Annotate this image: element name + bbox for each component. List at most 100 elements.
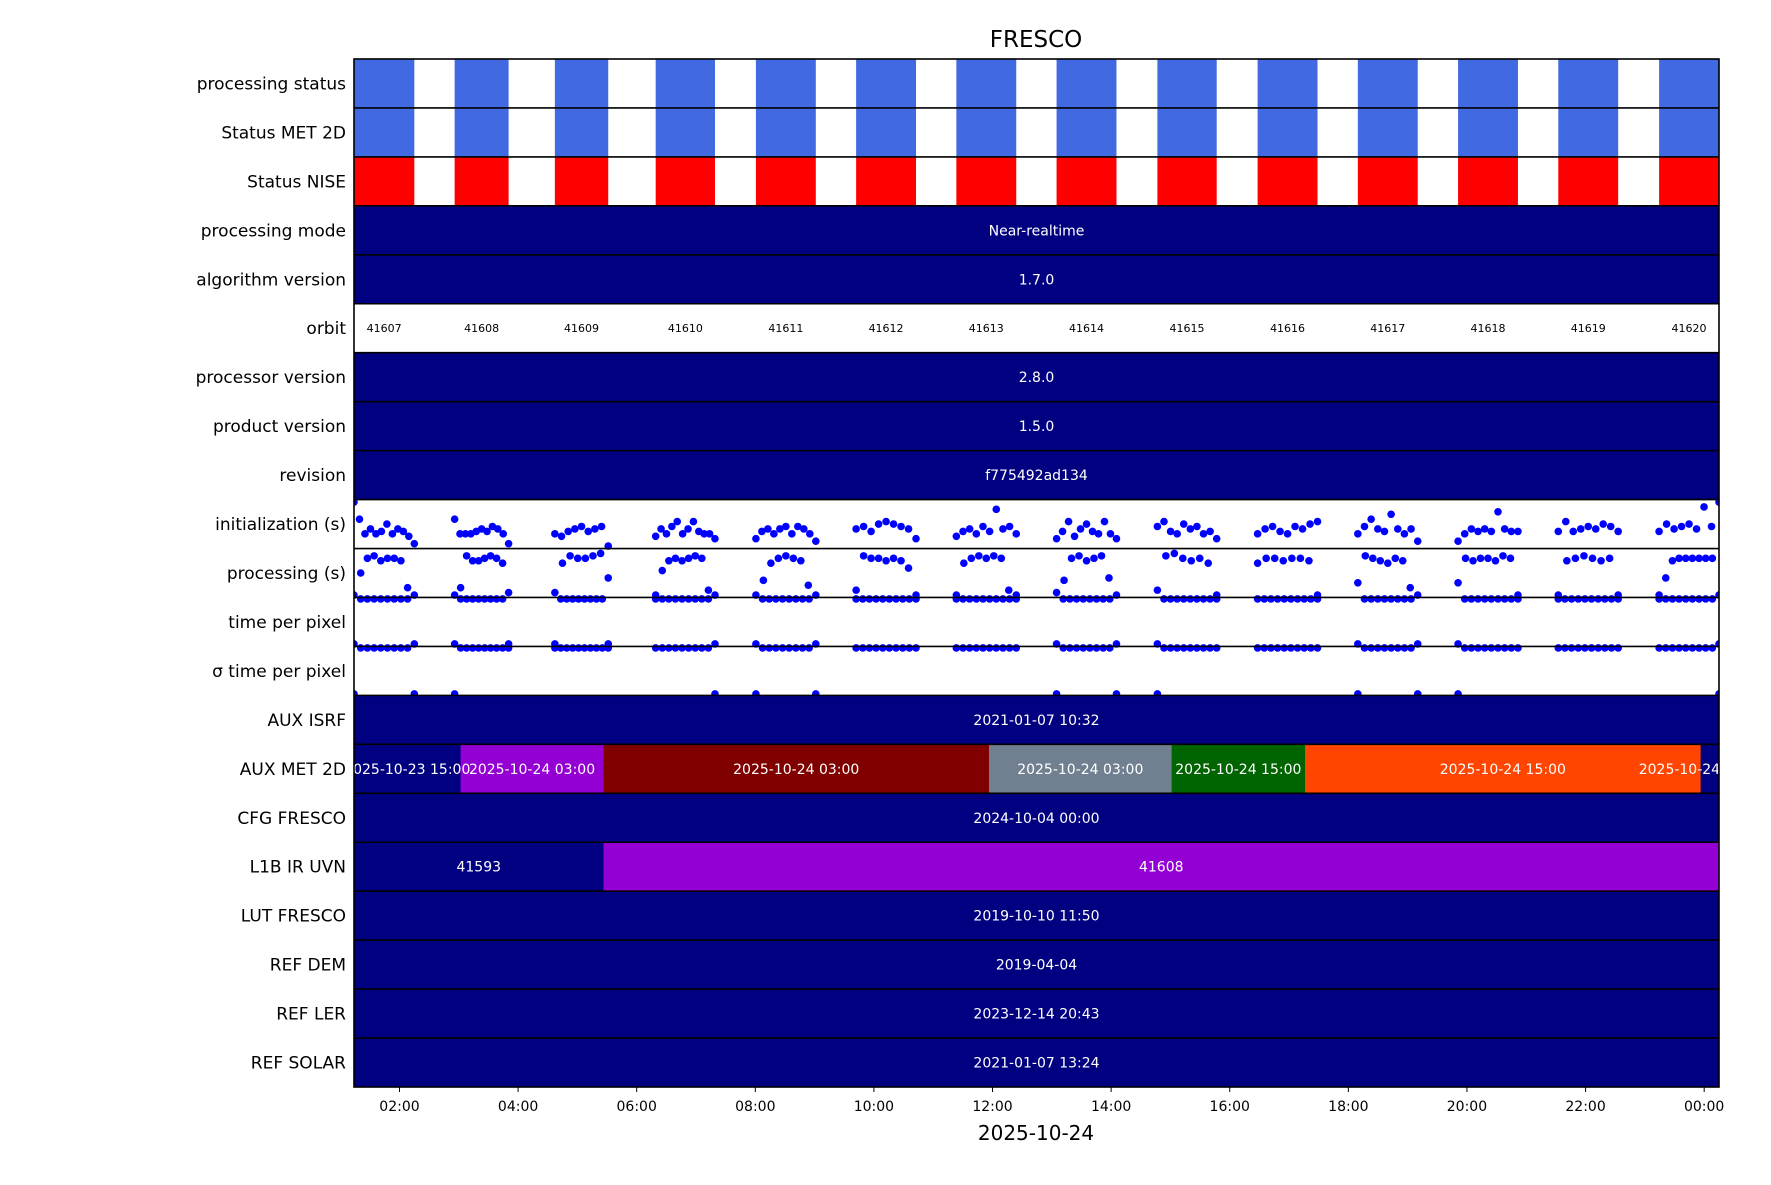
status-block xyxy=(755,59,816,108)
data-point xyxy=(684,554,693,563)
segment-bar xyxy=(603,744,990,794)
data-point xyxy=(1681,595,1690,603)
data-point xyxy=(1708,644,1717,652)
data-point xyxy=(1695,644,1703,652)
data-point xyxy=(812,537,820,545)
data-point xyxy=(1307,595,1315,603)
data-point xyxy=(1563,556,1571,565)
data-point xyxy=(564,527,573,536)
data-point xyxy=(952,595,961,603)
data-point xyxy=(1369,554,1377,563)
data-point xyxy=(1313,595,1322,603)
data-point xyxy=(1064,517,1073,526)
data-point xyxy=(758,595,767,603)
data-point xyxy=(1487,644,1496,652)
data-point xyxy=(551,588,559,597)
data-point xyxy=(985,527,994,536)
segment-bar xyxy=(1305,744,1702,794)
data-point xyxy=(1499,552,1507,560)
data-point xyxy=(504,539,513,548)
data-point xyxy=(1461,554,1470,563)
status-block xyxy=(354,59,415,108)
status-block xyxy=(354,107,415,157)
data-point xyxy=(1212,644,1221,652)
data-point xyxy=(1360,522,1369,531)
data-point xyxy=(399,527,408,536)
data-point xyxy=(1474,644,1482,652)
data-point xyxy=(492,554,501,563)
data-point xyxy=(390,554,399,563)
segment-bar xyxy=(354,891,1719,941)
row-label-aux-isrf: AUX ISRF xyxy=(267,711,346,731)
data-point xyxy=(1507,644,1516,652)
data-point xyxy=(480,554,489,563)
data-point xyxy=(1614,644,1622,652)
segment-label: 2.8.0 xyxy=(1019,370,1055,386)
segment-label: f775492ad134 xyxy=(985,468,1088,484)
data-point xyxy=(1367,644,1375,652)
data-point xyxy=(410,539,419,548)
data-point xyxy=(1253,559,1262,568)
data-point xyxy=(1601,595,1609,603)
data-point xyxy=(456,583,465,592)
data-point xyxy=(370,595,378,603)
data-point xyxy=(1480,595,1489,603)
data-point xyxy=(985,595,994,603)
x-tick-label: 12:00 xyxy=(972,1099,1012,1115)
data-point xyxy=(1599,520,1608,528)
data-point xyxy=(1162,552,1170,560)
data-point xyxy=(1066,644,1074,652)
data-point xyxy=(665,556,673,565)
data-point xyxy=(1059,644,1068,652)
data-point xyxy=(788,530,796,538)
data-point xyxy=(912,595,920,603)
data-point xyxy=(1253,644,1262,652)
data-point xyxy=(1153,522,1162,531)
data-point xyxy=(1584,522,1593,531)
data-point xyxy=(897,522,905,531)
data-point xyxy=(665,595,673,603)
data-point xyxy=(704,595,713,603)
data-point xyxy=(1204,559,1213,568)
data-point xyxy=(383,554,392,563)
data-point xyxy=(483,527,491,536)
data-point xyxy=(1661,644,1670,652)
data-point xyxy=(678,644,686,652)
status-block xyxy=(755,156,816,206)
data-point xyxy=(852,595,860,603)
data-point xyxy=(804,581,813,590)
data-point xyxy=(999,644,1007,652)
x-tick-label: 14:00 xyxy=(1091,1099,1131,1115)
data-point xyxy=(462,552,471,560)
data-point xyxy=(859,522,868,531)
data-point xyxy=(1186,595,1195,603)
data-point xyxy=(1267,644,1275,652)
data-point xyxy=(1079,595,1087,603)
data-point xyxy=(1467,595,1476,603)
data-point xyxy=(1554,527,1563,536)
data-point xyxy=(1273,595,1282,603)
status-block xyxy=(554,59,609,108)
data-point xyxy=(678,595,686,603)
data-point xyxy=(785,595,793,603)
data-point xyxy=(1487,595,1496,603)
data-point xyxy=(1099,644,1107,652)
data-point xyxy=(377,556,385,565)
status-block xyxy=(956,107,1017,157)
data-point xyxy=(388,530,397,538)
data-point xyxy=(1574,595,1583,603)
data-point xyxy=(889,520,898,528)
row-label-ref-solar: REF SOLAR xyxy=(251,1054,346,1074)
data-point xyxy=(1262,554,1270,563)
status-block xyxy=(1558,107,1619,157)
data-point xyxy=(772,644,780,652)
data-point xyxy=(405,532,413,541)
status-block xyxy=(1157,59,1217,108)
orbit-label: 41614 xyxy=(1069,322,1104,335)
data-point xyxy=(1655,595,1663,603)
status-block xyxy=(1659,107,1719,157)
row-label-ref-dem: REF DEM xyxy=(270,956,346,976)
data-point xyxy=(1082,556,1091,565)
data-point xyxy=(1300,595,1309,603)
